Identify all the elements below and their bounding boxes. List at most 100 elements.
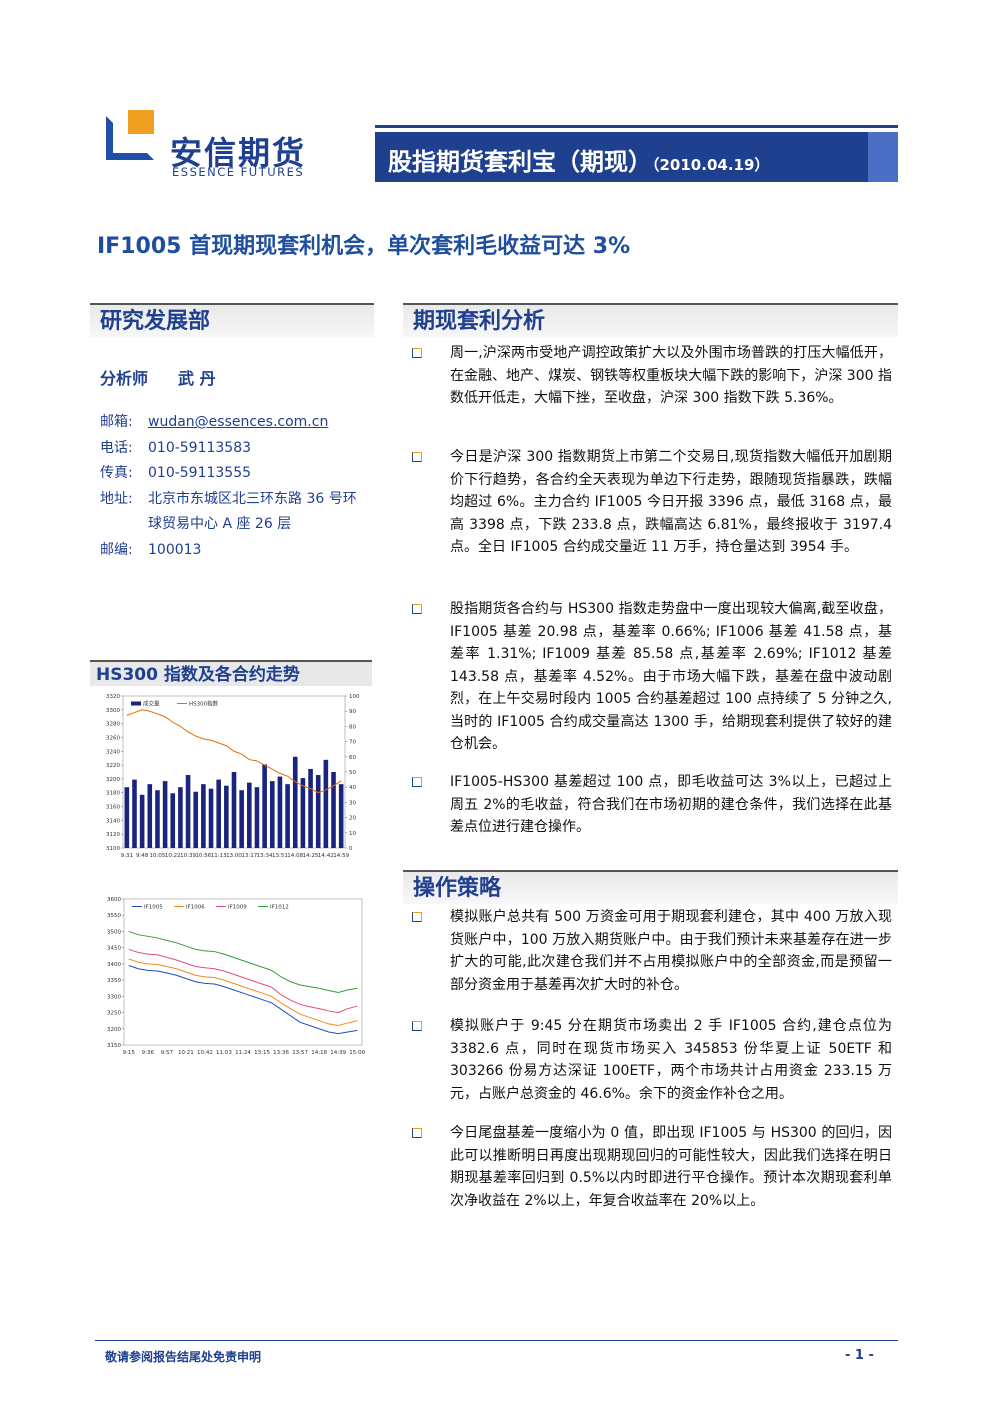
bullet: 股指期货各合约与 HS300 指数走势盘中一度出现较大偏离,截至收盘，IF100… [412,598,892,756]
line [128,948,358,1014]
bar [216,779,221,848]
title: 股指期货套利宝（期现） [388,148,652,176]
y-tick-label: 3140 [106,818,120,824]
bar [315,775,321,848]
bullet-icon [412,1021,422,1031]
y-tick-label: 3500 [107,929,121,935]
contact-row: 邮箱: wudan@essences.com.cn [100,410,370,436]
y-tick-label: 3300 [107,994,121,1000]
y-tick-label: 3350 [107,978,121,984]
bar [338,784,344,848]
contact-row: 邮编: 100013 [100,538,370,564]
contact-value: 010-59113555 [148,465,252,481]
banner-end [868,132,898,182]
contact-value: wudan@essences.com.cn [148,414,329,430]
y-tick-label: 3400 [107,962,121,968]
bullet: 周一,沪深两市受地产调控政策扩大以及外围市场普跌的打压大幅低开，在金融、地产、煤… [412,342,892,410]
bar [147,784,153,848]
bar [247,782,252,848]
bar [231,772,237,848]
bar [162,781,168,848]
bar [292,756,298,848]
x-tick-label: 11:13 [211,853,227,859]
y-tick-label: 3200 [107,1027,121,1033]
y-tick-label: 3600 [107,897,121,903]
bullet-icon [412,912,422,922]
bullet-text: 今日是沪深 300 指数期货上市第二个交易日,现货指数大幅低开加剧期价下行趋势，… [450,449,892,555]
bullet-text: 周一,沪深两市受地产调控政策扩大以及外围市场普跌的打压大幅低开，在金融、地产、煤… [450,345,892,406]
x-tick-label: 9:48 [136,853,149,859]
logo-en: ESSENCE FUTURES [172,165,305,179]
x-tick-label: 11:24 [235,1050,251,1056]
bullet-icon [412,1128,422,1138]
bar [185,775,191,848]
logo-cn: 安信期货 [170,134,307,172]
x-tick-label: 10:42 [197,1050,213,1056]
x-tick-label: 14:42 [318,853,334,859]
bar [285,784,290,848]
legend-label: 成交量 [143,700,160,708]
bar [178,787,183,848]
x-tick-label: 9:31 [121,853,133,859]
y-tick-label: 3250 [107,1011,121,1017]
y-tick-label: 3150 [107,1043,121,1049]
legend-swatch [131,701,141,706]
y2-tick-label: 50 [349,770,356,776]
legend-label: IF1005 [144,905,163,911]
section-header: 研究发展部 [90,303,374,337]
y2-tick-label: 60 [349,755,356,761]
x-tick-label: 9:57 [161,1050,174,1056]
x-tick-label: 10:56 [195,853,211,859]
analyst-label: 分析师 [100,369,149,388]
y-tick-label: 3160 [106,805,120,811]
legend-label: HS300指数 [189,700,219,708]
y2-tick-label: 70 [349,740,356,746]
contact-label: 地址: [100,490,133,507]
bullet: 今日尾盘基差一度缩小为 0 值，即出现 IF1005 与 HS300 的回归，因… [412,1122,892,1212]
x-tick-label: 13:34 [257,853,273,859]
x-tick-label: 13:15 [254,1050,270,1056]
y2-tick-label: 80 [349,724,356,730]
x-tick-label: 11:03 [216,1050,232,1056]
x-tick-label: 14:25 [303,853,319,859]
banner [375,132,898,182]
analyst-name: 武 丹 [178,369,216,388]
bar [155,790,160,848]
x-tick-label: 13:36 [273,1050,289,1056]
bullet: 模拟账户于 9:45 分在期货市场卖出 2 手 IF1005 合约,建仓点位为 … [412,1015,892,1105]
contact-label: 邮箱: [100,414,133,430]
contact-label: 邮编: [100,541,133,558]
bar [308,768,313,848]
bar [269,781,275,848]
x-tick-label: 9:36 [142,1050,155,1056]
bar [254,787,260,848]
x-tick-label: 15:00 [349,1050,365,1056]
banner-rule [375,125,898,128]
logo-accent [128,110,154,134]
bullet-icon [412,452,422,462]
legend-label: IF1009 [228,905,247,911]
headline: IF1005 首现期现套利机会，单次套利毛收益可达 3% [97,234,631,259]
y-tick-label: 3320 [106,694,120,700]
x-tick-label: 13:51 [272,853,288,859]
y-tick-label: 3220 [106,763,120,769]
contact-value: 010-59113583 [148,439,252,456]
bullet-text: 股指期货各合约与 HS300 指数走势盘中一度出现较大偏离,截至收盘，IF100… [450,601,892,752]
legend-label: IF1012 [270,905,289,911]
bullet-text: IF1005-HS300 基差超过 100 点，即毛收益可达 3%以上，已超过上… [450,774,892,835]
line [128,930,358,993]
contacts: 邮箱: wudan@essences.com.cn 电话: 010-59113583 传… [100,410,370,563]
x-tick-label: 14:18 [311,1050,327,1056]
contact-value: 北京市东城区北三环东路 36 号环球贸易中心 A 座 26 层 [148,490,357,533]
bar [331,772,336,848]
legend-label: IF1006 [186,905,205,911]
disclaimer: 敬请参阅报告结尾处免责申明 [105,1350,262,1364]
y-tick-label: 3550 [107,913,121,919]
bullet-text: 模拟账户于 9:45 分在期货市场卖出 2 手 IF1005 合约,建仓点位为 … [450,1018,892,1102]
y-tick-label: 3300 [106,708,120,714]
line [128,958,358,1027]
bullet-icon [412,604,422,614]
section-header: 操作策略 [403,870,898,904]
chart: 3100 3120 3140 3160 3180 3200 3220 3240 3260 3280… [106,694,360,859]
chart-section-title: HS300 指数及各合约走势 [90,660,372,686]
